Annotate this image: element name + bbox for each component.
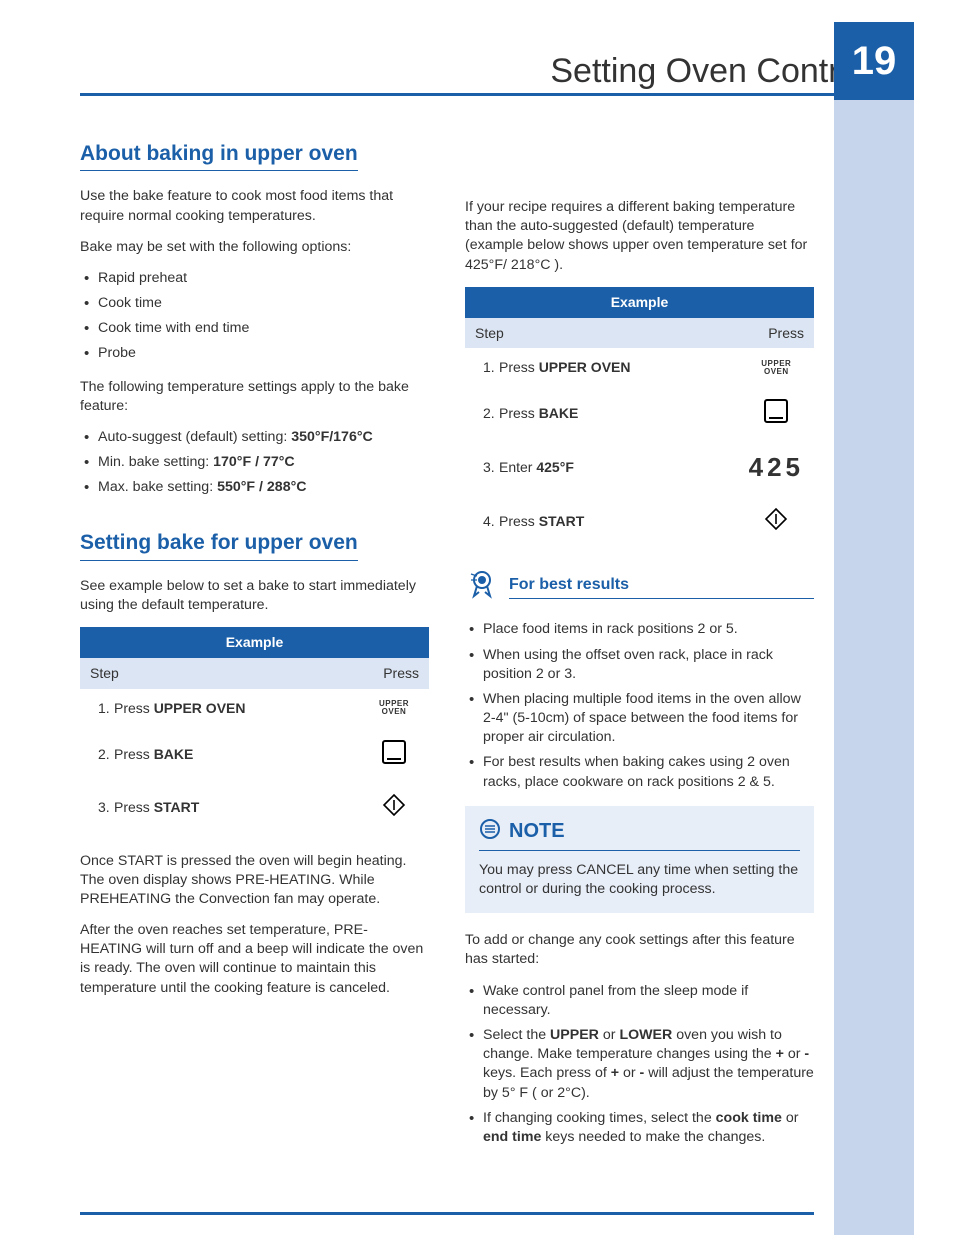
ribbon-icon (465, 566, 499, 606)
col-step: Step (80, 658, 359, 689)
list-item: If changing cooking times, select the co… (465, 1109, 814, 1147)
col-step: Step (465, 318, 739, 349)
list-item: Select the UPPER or LOWER oven you wish … (465, 1026, 814, 1103)
section-heading-about: About baking in upper oven (80, 140, 358, 171)
col-press: Press (739, 318, 814, 349)
footer-rule (80, 1212, 814, 1215)
page-number: 19 (852, 39, 897, 84)
list-item: Wake control panel from the sleep mode i… (465, 982, 814, 1020)
table-row: 2.Press BAKE (465, 387, 814, 440)
list-item: When using the offset oven rack, place i… (465, 646, 814, 684)
list-item: Max. bake setting: 550°F / 288°C (80, 478, 429, 497)
list-item: Probe (80, 344, 429, 363)
setting-p2: Once START is pressed the oven will begi… (80, 852, 429, 910)
left-column: About baking in upper oven Use the bake … (80, 140, 429, 1161)
example-table-1: Example Step Press 1.Press UPPER OVEN UP… (80, 627, 429, 833)
start-icon (380, 806, 408, 822)
display-425-icon: 425 (749, 452, 804, 482)
list-item: Place food items in rack positions 2 or … (465, 620, 814, 639)
start-icon (762, 520, 790, 536)
col-press: Press (359, 658, 429, 689)
right-p1: If your recipe requires a different baki… (465, 198, 814, 275)
best-results-list: Place food items in rack positions 2 or … (465, 620, 814, 791)
setting-p1: See example below to set a bake to start… (80, 577, 429, 615)
note-heading: NOTE (509, 818, 565, 845)
about-p1: Use the bake feature to cook most food i… (80, 187, 429, 225)
table-title: Example (465, 287, 814, 318)
upper-oven-icon: UPPEROVEN (749, 360, 804, 376)
list-item: Cook time (80, 294, 429, 313)
page-number-box: 19 (834, 22, 914, 100)
table-row: 4.Press START (465, 495, 814, 548)
about-p3: The following temperature settings apply… (80, 378, 429, 416)
about-p2: Bake may be set with the following optio… (80, 238, 429, 257)
best-results-heading: For best results (509, 574, 814, 599)
right-column: If your recipe requires a different baki… (465, 140, 814, 1161)
bake-icon (762, 412, 790, 428)
list-item: When placing multiple food items in the … (465, 690, 814, 748)
table-row: 2.Press BAKE (80, 728, 429, 781)
temps-list: Auto-suggest (default) setting: 350°F/17… (80, 428, 429, 498)
bake-icon (380, 753, 408, 769)
list-item: For best results when baking cakes using… (465, 753, 814, 791)
content-area: About baking in upper oven Use the bake … (80, 140, 814, 1161)
header-bar: Setting Oven Controls (80, 50, 901, 96)
list-item: Auto-suggest (default) setting: 350°F/17… (80, 428, 429, 447)
setting-p3: After the oven reaches set temperature, … (80, 921, 429, 998)
table-row: 3.Enter 425°F 425 (465, 440, 814, 495)
table-row: 1.Press UPPER OVEN UPPEROVEN (465, 348, 814, 387)
list-item: Rapid preheat (80, 269, 429, 288)
note-body: You may press CANCEL any time when setti… (479, 861, 800, 899)
table-title: Example (80, 627, 429, 658)
table-row: 1.Press UPPER OVEN UPPEROVEN (80, 689, 429, 728)
note-box: NOTE You may press CANCEL any time when … (465, 806, 814, 914)
example-table-2: Example Step Press 1.Press UPPER OVEN UP… (465, 287, 814, 549)
after-note-p: To add or change any cook settings after… (465, 931, 814, 969)
upper-oven-icon: UPPEROVEN (369, 700, 419, 716)
best-results-header: For best results (465, 566, 814, 606)
side-strip (834, 22, 914, 1235)
list-item: Min. bake setting: 170°F / 77°C (80, 453, 429, 472)
table-row: 3.Press START (80, 781, 429, 834)
options-list: Rapid preheat Cook time Cook time with e… (80, 269, 429, 364)
section-heading-setting: Setting bake for upper oven (80, 529, 358, 560)
list-item: Cook time with end time (80, 319, 429, 338)
after-note-list: Wake control panel from the sleep mode i… (465, 982, 814, 1147)
note-icon (479, 818, 501, 846)
